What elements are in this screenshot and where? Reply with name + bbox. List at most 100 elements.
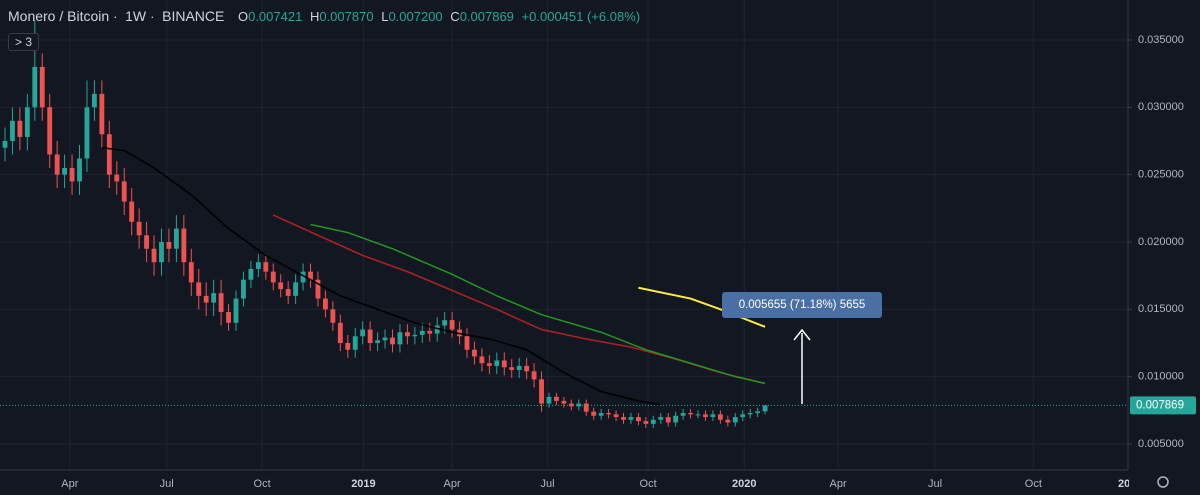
last-price-box: [1130, 396, 1196, 415]
x-tick-label: Apr: [444, 478, 461, 490]
candle-body: [568, 403, 574, 407]
candle-body: [680, 413, 686, 416]
candle-body: [390, 337, 395, 345]
candle-body: [583, 403, 589, 412]
candle-body: [263, 262, 269, 272]
candle-body: [106, 134, 112, 175]
y-tick-label: 0.010000: [1138, 371, 1184, 383]
candle-body: [300, 271, 306, 283]
candle-body: [323, 298, 328, 310]
candle-body: [136, 221, 142, 236]
y-tick-label: 0.015000: [1138, 303, 1184, 315]
c-value: 0.007869: [459, 9, 514, 24]
x-tick-label: Jul: [540, 478, 554, 490]
candle-body: [621, 417, 626, 420]
candle-body: [531, 371, 537, 380]
candle-body: [360, 329, 366, 337]
candle-body: [32, 66, 38, 108]
symbol: Monero / Bitcoin: [8, 8, 110, 24]
legend-header: Monero / Bitcoin · 1W · BINANCE O0.007421 …: [8, 8, 644, 24]
candle-body: [554, 396, 559, 401]
candle-body: [561, 400, 567, 404]
candle-body: [576, 403, 582, 407]
candle-body: [241, 279, 246, 299]
y-axis-corner: [1129, 470, 1200, 495]
candle-body: [278, 282, 284, 290]
candle-body: [91, 93, 97, 108]
candle-body: [628, 417, 634, 420]
x-tick-label: Oct: [1025, 478, 1042, 490]
candle-body: [69, 167, 75, 182]
candle-body: [77, 158, 82, 182]
candle-body: [203, 295, 209, 303]
candle-body: [47, 107, 53, 155]
candle-body: [695, 414, 701, 416]
interval: 1W: [125, 8, 147, 24]
candle-body: [367, 329, 373, 344]
candle-body: [255, 262, 261, 269]
measure-label: 0.005655 (71.18%) 5655: [739, 299, 866, 311]
candle-body: [39, 66, 45, 108]
c-label: C: [450, 9, 460, 24]
candle-body: [516, 365, 522, 370]
y-tick-label: 0.005000: [1138, 438, 1184, 450]
candle-body: [159, 242, 164, 263]
candle-body: [382, 337, 388, 341]
candle-body: [2, 141, 8, 148]
candle-body: [285, 289, 291, 296]
candle-body: [427, 330, 433, 334]
x-tick-label: Apr: [830, 478, 847, 490]
candle-body: [84, 107, 90, 159]
candle-body: [54, 154, 60, 175]
y-tick-label: 0.025000: [1138, 169, 1184, 181]
candle-body: [166, 242, 172, 249]
candle-body: [539, 379, 544, 404]
candle-body: [501, 360, 507, 368]
candle-body: [732, 417, 738, 423]
candle-body: [10, 120, 15, 141]
candle-body: [121, 181, 127, 202]
last-price-label: 0.007869: [1136, 399, 1184, 411]
candle-body: [710, 414, 716, 418]
candle-body: [375, 340, 381, 344]
candle-body: [740, 414, 746, 418]
candle-body: [472, 349, 477, 357]
candle-body: [509, 367, 515, 370]
candle-body: [181, 228, 187, 263]
x-tick-label: 2020: [732, 478, 756, 490]
l-value: 0.007200: [388, 9, 443, 24]
candle-body: [419, 330, 425, 335]
candle-body: [643, 421, 649, 424]
candle-body: [270, 271, 276, 283]
indicator-line: [638, 286, 766, 328]
candle-body: [62, 167, 68, 175]
exchange: BINANCE: [162, 8, 225, 24]
candle-body: [591, 411, 597, 416]
candle-body: [99, 93, 105, 135]
candle-body: [337, 322, 343, 344]
candle-body: [233, 298, 239, 323]
x-tick-label: Apr: [61, 478, 78, 490]
candle-body: [613, 414, 619, 418]
measure-arrowhead: [793, 328, 811, 341]
candle-body: [196, 282, 202, 296]
settings-icon: [1157, 476, 1169, 488]
y-tick-label: 0.030000: [1138, 101, 1184, 113]
candle-body: [412, 334, 418, 337]
candle-body: [606, 413, 612, 415]
candle-body: [397, 332, 403, 345]
candle-body: [442, 320, 448, 326]
h-label: H: [309, 9, 320, 24]
indicator-line: [101, 146, 661, 406]
x-tick-label: Jul: [928, 478, 942, 490]
indicators-toggle[interactable]: > 3: [8, 33, 40, 51]
candle-body: [293, 282, 299, 296]
o-value: 0.007421: [248, 9, 303, 24]
candle-body: [345, 343, 351, 350]
candle-body: [188, 262, 194, 283]
candle-body: [658, 417, 664, 420]
change: +0.000451 (+6.08%): [521, 9, 641, 24]
candle-body: [129, 201, 135, 222]
